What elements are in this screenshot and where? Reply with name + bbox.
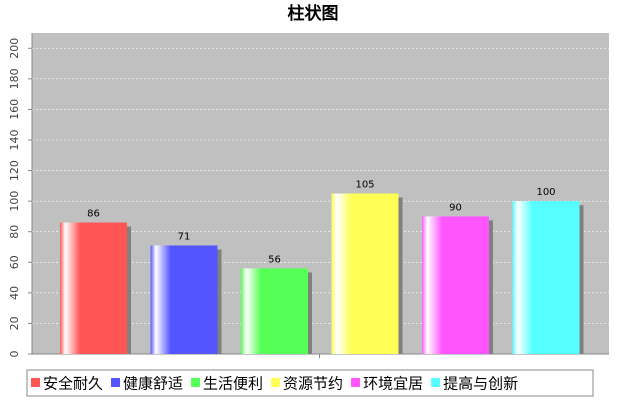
legend-swatch bbox=[31, 378, 40, 387]
y-tick-label: 180 bbox=[8, 68, 21, 89]
bar bbox=[331, 193, 399, 354]
y-tick-label: 60 bbox=[8, 255, 21, 269]
legend-label: 安全耐久 bbox=[43, 375, 103, 393]
value-label: 86 bbox=[87, 209, 100, 220]
y-tick-label: 100 bbox=[8, 191, 21, 212]
legend-label: 提高与创新 bbox=[443, 375, 518, 393]
bar bbox=[422, 216, 489, 354]
y-tick-label: 200 bbox=[8, 38, 21, 59]
legend-label: 环境宜居 bbox=[363, 375, 423, 393]
value-label: 56 bbox=[268, 254, 281, 265]
value-label: 105 bbox=[355, 180, 374, 191]
legend-label: 资源节约 bbox=[283, 375, 343, 393]
value-label: 71 bbox=[178, 231, 191, 242]
chart-title: 柱状图 bbox=[288, 3, 339, 24]
y-tick-label: 0 bbox=[8, 351, 21, 358]
bar bbox=[60, 222, 127, 354]
legend-label: 生活便利 bbox=[203, 375, 263, 393]
y-tick-label: 20 bbox=[8, 316, 21, 330]
legend-box bbox=[26, 369, 594, 397]
legend-swatch bbox=[111, 378, 121, 387]
y-tick-label: 40 bbox=[8, 286, 21, 300]
legend-swatch bbox=[271, 378, 281, 387]
bar bbox=[241, 268, 308, 354]
legend-swatch bbox=[431, 378, 441, 387]
y-tick-label: 140 bbox=[8, 130, 21, 151]
legend-swatch bbox=[351, 378, 361, 387]
y-tick-label: 120 bbox=[8, 160, 21, 181]
bar bbox=[512, 201, 580, 354]
value-label: 90 bbox=[449, 202, 462, 213]
value-label: 100 bbox=[536, 187, 555, 198]
bar bbox=[150, 245, 218, 354]
legend-swatch bbox=[191, 378, 201, 387]
y-tick-label: 160 bbox=[8, 99, 21, 120]
y-tick-label: 80 bbox=[8, 225, 21, 239]
legend-label: 健康舒适 bbox=[123, 375, 183, 393]
